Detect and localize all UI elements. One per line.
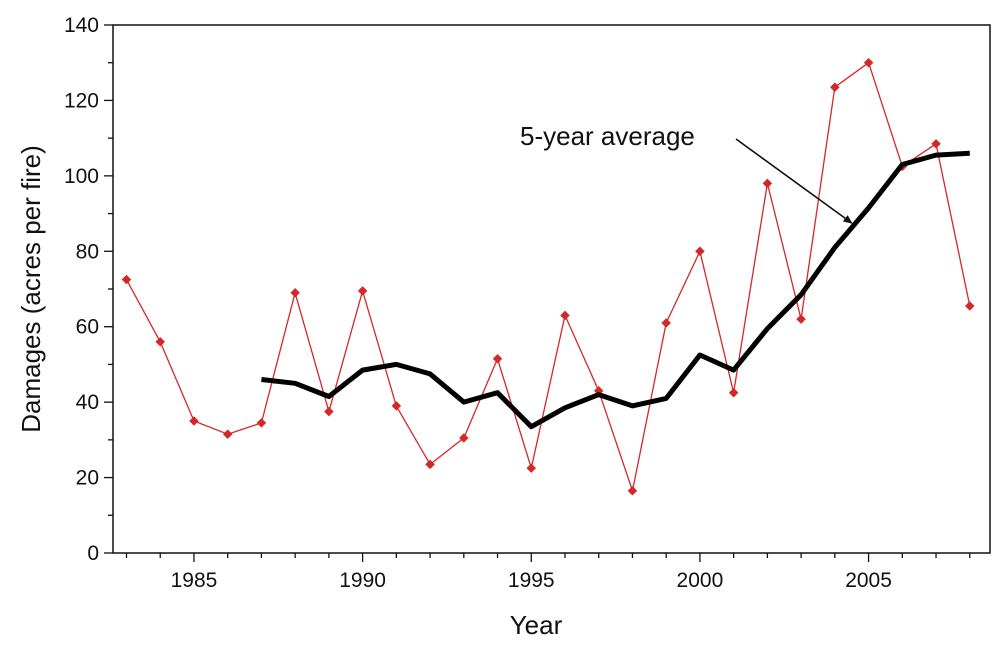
y-tick-label: 140	[64, 14, 99, 37]
data-point	[560, 310, 570, 321]
data-point	[391, 401, 402, 411]
data-point	[695, 246, 705, 257]
y-tick-label: 40	[76, 391, 99, 414]
data-point	[155, 336, 166, 347]
data-point	[290, 287, 300, 298]
y-tick-label: 60	[76, 316, 99, 339]
data-point	[762, 178, 773, 189]
y-axis-title: Damages (acres per fire)	[16, 145, 46, 433]
data-point	[964, 301, 975, 311]
y-tick-label: 0	[87, 542, 99, 565]
data-point	[829, 82, 840, 93]
x-tick-label: 2005	[845, 569, 892, 592]
data-point	[796, 314, 806, 325]
x-tick-label: 1985	[171, 569, 218, 592]
data-point	[492, 353, 503, 364]
data-point	[526, 463, 537, 473]
data-point	[256, 418, 267, 428]
data-point	[863, 57, 874, 68]
data-point	[425, 459, 435, 470]
x-tick-label: 1990	[339, 569, 386, 592]
data-point	[661, 318, 672, 328]
annotation-arrow	[735, 138, 853, 224]
data-point	[324, 406, 334, 417]
data-point	[189, 416, 199, 426]
axes: 1985 1990 1995 2000 2005 0 20 40 60 80 100 120 140	[64, 14, 991, 592]
y-tick-label: 100	[64, 165, 99, 188]
plot-frame	[112, 24, 991, 554]
data-point	[458, 433, 469, 443]
data-point	[728, 387, 739, 398]
y-tick-label: 120	[64, 89, 99, 112]
x-axis-title: Year	[510, 610, 563, 640]
data-point	[931, 138, 941, 149]
y-tick-label: 20	[76, 467, 99, 490]
data-point	[222, 429, 233, 440]
annotation-label: 5-year average	[520, 121, 695, 151]
x-tick-label: 2000	[677, 569, 724, 592]
average-line	[261, 150, 970, 430]
data-point	[121, 274, 132, 285]
y-tick-label: 80	[76, 240, 99, 263]
x-tick-label: 1995	[508, 569, 555, 592]
data-point	[357, 286, 368, 296]
data-point	[627, 485, 638, 496]
series-layer	[121, 57, 975, 496]
annotation-layer: 5-year average	[520, 121, 853, 224]
damages-line	[125, 62, 971, 492]
